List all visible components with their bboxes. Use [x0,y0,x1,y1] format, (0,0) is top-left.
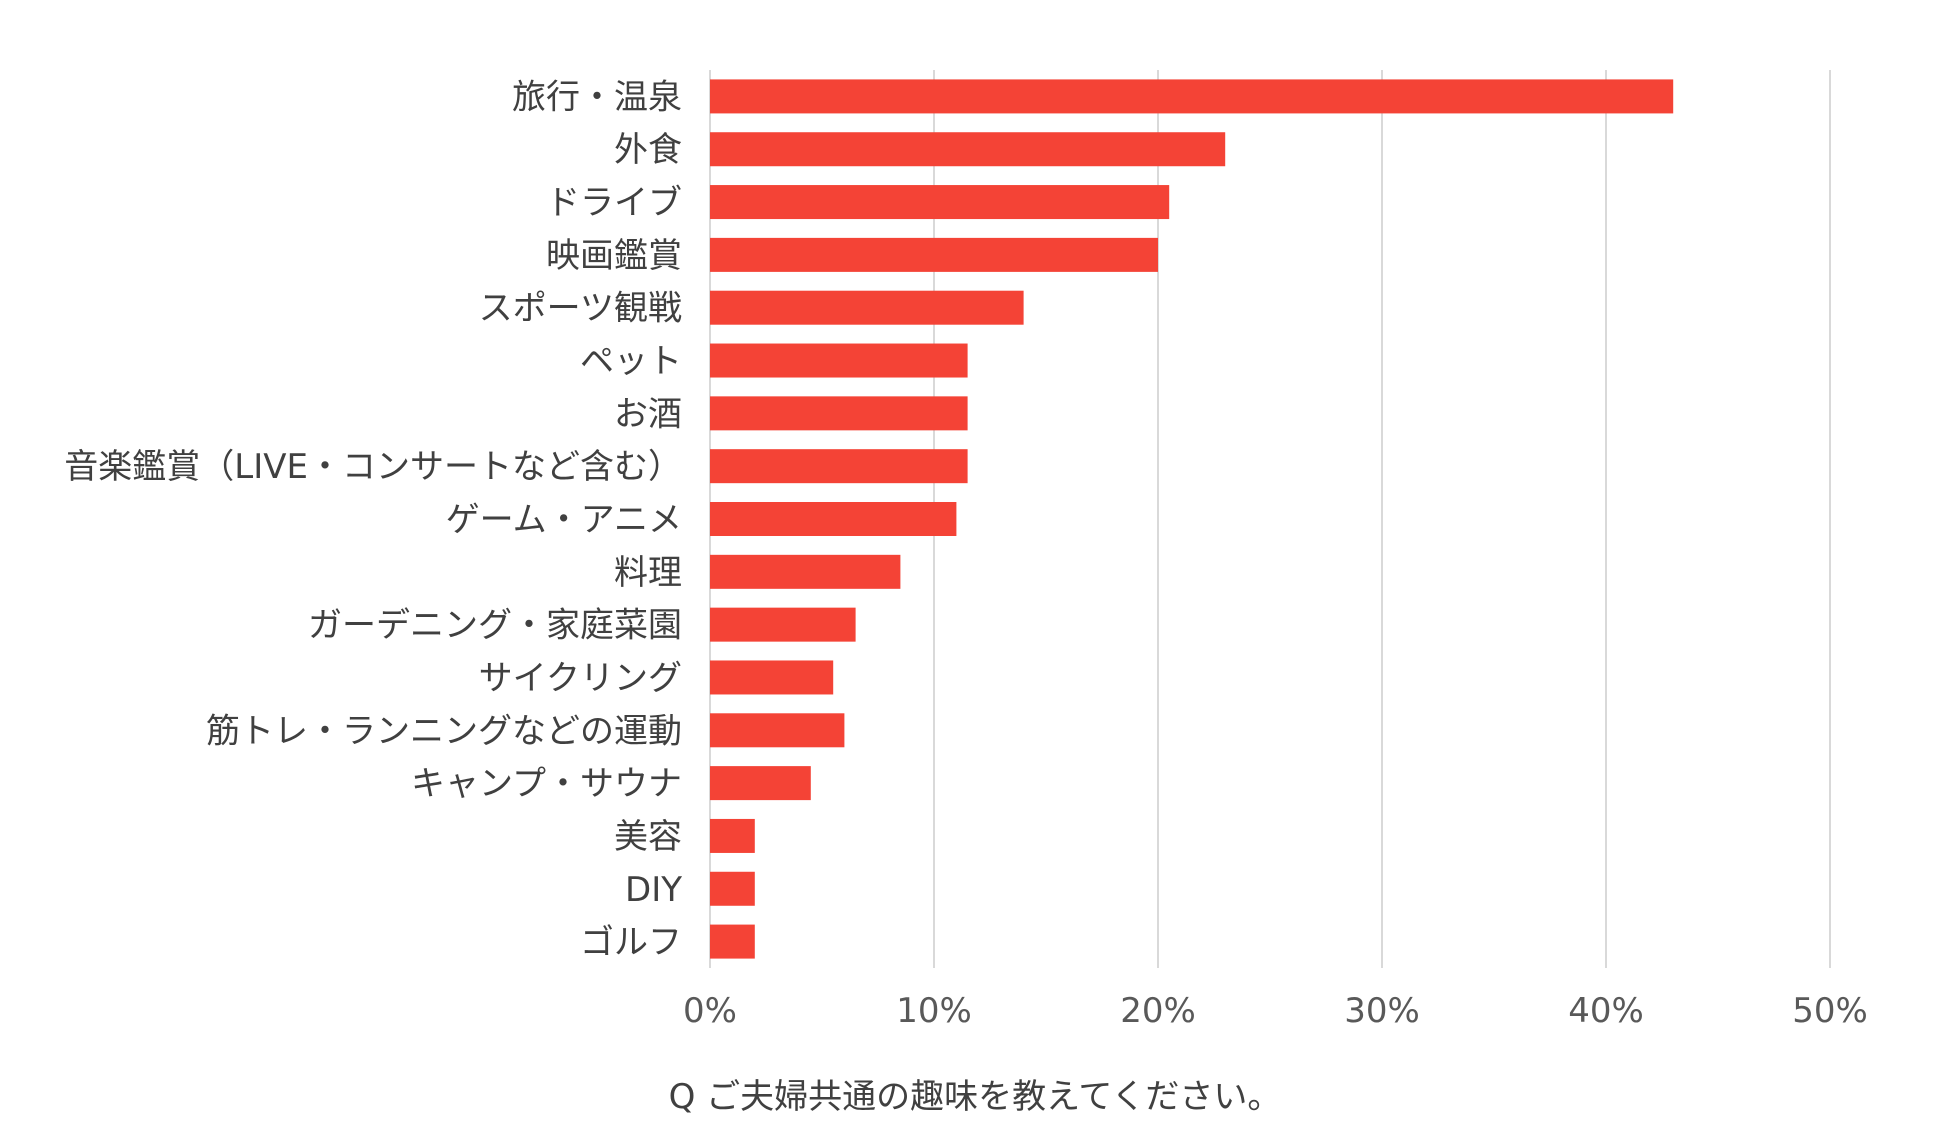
bar [710,79,1674,114]
chart-caption: Q ご夫婦共通の趣味を教えてください。 [669,1077,1282,1117]
category-label: 外食 [614,130,682,170]
category-label: スポーツ観戦 [479,289,682,329]
category-label: 音楽鑑賞（LIVE・コンサートなど含む） [64,447,682,487]
x-tick-label: 20% [1120,991,1196,1031]
bar [710,607,856,642]
bar [710,132,1226,167]
category-label: ゴルフ [580,923,682,963]
x-tick-label: 10% [896,991,972,1031]
x-axis-tick-labels: 0% 10% 20% 30% 40% 50% [683,991,1868,1031]
bar [710,185,1170,220]
bar [710,396,968,431]
category-label: 旅行・温泉 [512,77,682,117]
category-label: DIY [625,870,682,910]
x-tick-label: 40% [1568,991,1644,1031]
bar [710,343,968,378]
bar [710,924,755,959]
category-labels: 旅行・温泉外食ドライブ映画鑑賞スポーツ観戦ペットお酒音楽鑑賞（LIVE・コンサー… [64,77,682,962]
bar [710,554,901,589]
x-tick-label: 0% [683,991,737,1031]
bar [710,449,968,484]
bar [710,237,1158,272]
category-label: 美容 [614,817,682,857]
bar [710,713,845,748]
category-label: 筋トレ・ランニングなどの運動 [206,711,682,751]
bar [710,766,811,801]
category-label: ペット [580,342,682,382]
bar [710,290,1024,325]
category-label: ドライブ [546,183,682,223]
category-label: 映画鑑賞 [546,236,682,276]
bar [710,818,755,853]
category-label: お酒 [614,394,682,434]
bar [710,871,755,906]
x-tick-label: 50% [1792,991,1868,1031]
category-label: サイクリング [479,658,682,698]
category-label: ゲーム・アニメ [446,500,682,540]
bar [710,660,834,695]
x-tick-label: 30% [1344,991,1420,1031]
gridlines [709,70,1831,968]
category-label: 料理 [614,553,682,593]
bar [710,502,957,536]
category-label: ガーデニング・家庭菜園 [308,606,682,646]
bars [710,79,1674,959]
category-label: キャンプ・サウナ [411,764,682,804]
